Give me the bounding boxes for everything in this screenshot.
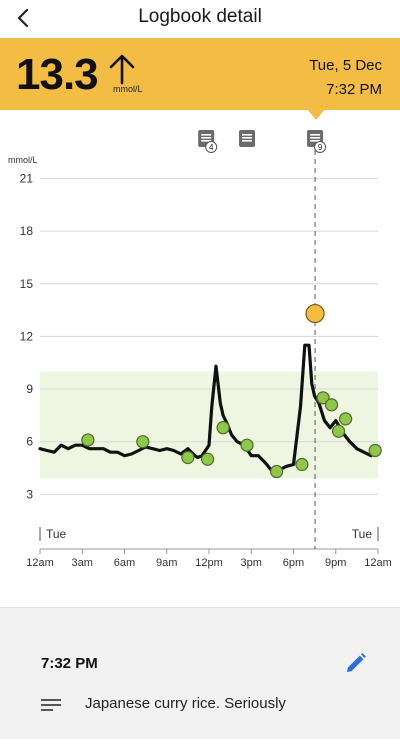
y-tick-label: 3 — [26, 487, 33, 501]
page-title: Logbook detail — [138, 6, 262, 27]
x-tick-label: 12am — [26, 557, 54, 569]
note-marker-line — [242, 137, 253, 139]
glucose-reading-banner: 13.3 mmol/L Tue, 5 Dec 7:32 PM — [0, 38, 400, 110]
selected-reading-point[interactable] — [305, 303, 325, 324]
scan-point[interactable] — [81, 433, 95, 447]
note-marker-line — [201, 134, 212, 136]
scan-point[interactable] — [200, 452, 215, 466]
note-marker-line — [201, 140, 212, 142]
x-tick-label: 12pm — [195, 557, 223, 569]
glucose-unit: mmol/L — [113, 84, 143, 94]
x-tick-label: 9pm — [325, 557, 346, 569]
note-count-label: 9 — [318, 143, 323, 152]
y-axis-unit-label: mmol/L — [8, 155, 38, 165]
day-label-start: Tue — [46, 527, 67, 541]
x-tick-label: 12am — [364, 557, 392, 569]
glucose-chart[interactable]: mmol/L 21 18 15 12 9 6 3 12am 3am 6am 9am 12pm 3pm 6… — [0, 120, 400, 600]
note-count-badge — [205, 141, 218, 153]
note-marker-line — [310, 137, 321, 139]
y-tick-label: 6 — [26, 435, 33, 449]
pencil-icon — [347, 653, 366, 672]
scan-point[interactable] — [270, 464, 284, 479]
note-marker[interactable]: 4 — [198, 130, 218, 153]
glucose-value: 13.3 — [16, 50, 99, 99]
note-marker-line — [201, 137, 212, 139]
note-marker-line — [310, 140, 321, 142]
y-axis-ticks: 21 18 15 12 9 6 3 — [20, 171, 34, 501]
entry-time: 7:32 PM — [41, 655, 98, 672]
y-tick-label: 12 — [20, 329, 34, 343]
note-marker-line — [242, 140, 253, 142]
scan-point[interactable] — [240, 438, 254, 452]
scan-point[interactable] — [181, 450, 195, 465]
x-axis-ticks: 12am 3am 6am 9am 12pm 3pm 6pm 9pm 12am — [26, 549, 392, 569]
scan-point[interactable] — [368, 443, 382, 458]
x-tick-label: 9am — [156, 557, 177, 569]
banner-pointer — [307, 109, 325, 120]
reading-date: Tue, 5 Dec — [309, 57, 382, 74]
back-button[interactable] — [10, 4, 38, 32]
x-tick-label: 3am — [72, 557, 93, 569]
scan-point[interactable] — [324, 398, 339, 412]
app-header: Logbook detail — [0, 0, 400, 38]
scan-point[interactable] — [331, 424, 346, 438]
note-marker[interactable]: 9 — [307, 130, 327, 153]
scan-point[interactable] — [216, 421, 230, 435]
scan-points — [81, 391, 382, 479]
scan-point[interactable] — [136, 435, 150, 449]
note-count-label: 4 — [209, 143, 214, 152]
notes-icon — [41, 699, 61, 711]
day-labels: Tue Tue — [39, 527, 379, 541]
scan-point[interactable] — [316, 391, 330, 405]
edit-button[interactable] — [344, 651, 368, 675]
reading-time: 7:32 PM — [326, 81, 382, 98]
x-tick-label: 6pm — [283, 557, 304, 569]
trend-arrow-up-icon — [109, 54, 135, 85]
x-tick-label: 6am — [114, 557, 135, 569]
y-tick-label: 15 — [20, 277, 34, 291]
chart-gridlines — [40, 177, 378, 495]
note-count-badge — [314, 141, 327, 153]
entry-note-text: Japanese curry rice. Seriously — [85, 695, 286, 712]
y-tick-label: 18 — [20, 224, 34, 238]
note-marker[interactable] — [239, 130, 256, 147]
scan-point[interactable] — [295, 457, 309, 472]
scan-point[interactable] — [339, 412, 353, 426]
note-marker-line — [310, 134, 321, 136]
y-tick-label: 9 — [26, 382, 33, 396]
entry-detail-panel: 7:32 PM Japanese curry rice. Seriously — [0, 607, 400, 739]
x-tick-label: 3pm — [241, 557, 262, 569]
day-label-end: Tue — [352, 527, 373, 541]
chevron-left-icon — [17, 8, 29, 28]
note-marker-line — [242, 134, 253, 136]
y-tick-label: 21 — [20, 171, 34, 185]
